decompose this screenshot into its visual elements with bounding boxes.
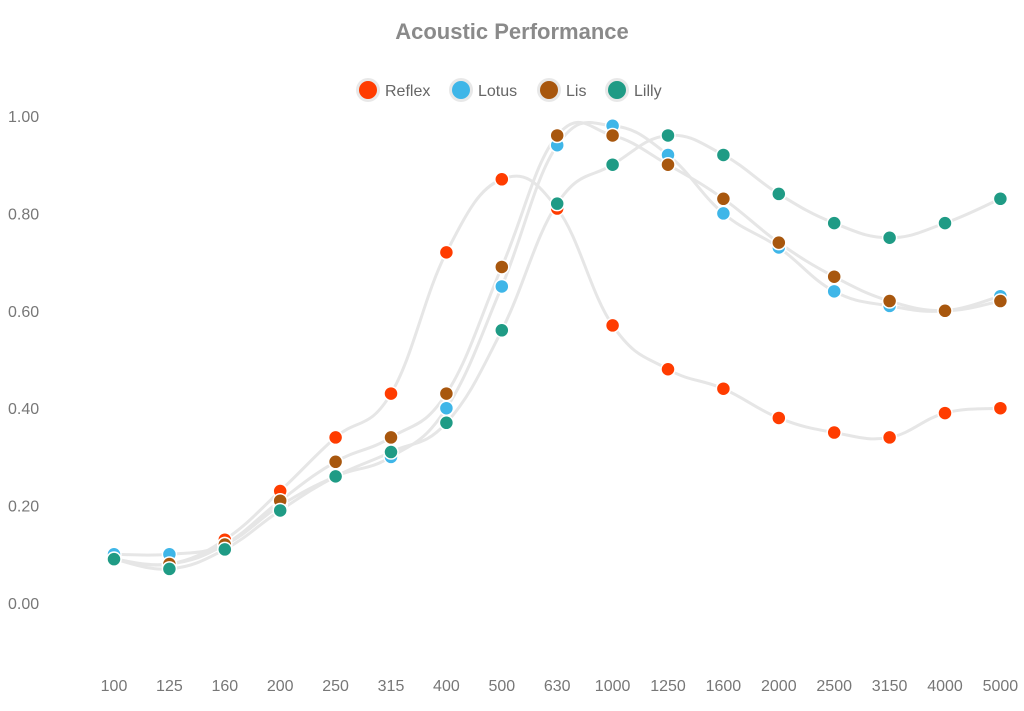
series-points-lilly	[106, 127, 1009, 577]
data-point-reflex[interactable]	[881, 429, 898, 446]
data-point-reflex[interactable]	[660, 361, 676, 377]
data-point-lis[interactable]	[604, 127, 621, 144]
data-point-reflex[interactable]	[604, 317, 621, 334]
x-tick-label: 500	[488, 678, 515, 695]
series-points	[106, 117, 1009, 577]
y-tick-label: 0.40	[8, 401, 39, 418]
y-tick-label: 0.80	[8, 206, 39, 223]
x-tick-label: 2500	[816, 678, 852, 695]
x-tick-label: 2000	[761, 678, 797, 695]
legend-item-reflex[interactable]: Reflex	[356, 78, 430, 102]
y-tick-label: 0.60	[8, 304, 39, 321]
data-point-lilly[interactable]	[438, 415, 455, 431]
y-tick-label: 0.20	[8, 499, 39, 516]
data-point-lilly[interactable]	[161, 561, 178, 577]
data-point-reflex[interactable]	[715, 380, 732, 397]
data-point-lilly[interactable]	[327, 468, 344, 485]
x-tick-label: 5000	[983, 678, 1019, 695]
data-point-lotus[interactable]	[826, 283, 842, 300]
series-points-lis	[106, 127, 1009, 572]
y-tick-label: 1.00	[8, 109, 39, 126]
legend-marker	[608, 81, 626, 99]
legend-item-lis[interactable]: Lis	[537, 78, 586, 102]
data-point-reflex[interactable]	[383, 385, 399, 402]
series-line-lotus	[112, 120, 1002, 557]
data-point-reflex[interactable]	[826, 424, 842, 441]
x-tick-label: 100	[101, 678, 128, 695]
y-tick-label: 0.00	[8, 596, 39, 613]
data-point-lilly[interactable]	[881, 230, 898, 246]
series-line-lis	[112, 120, 1002, 567]
x-tick-label: 200	[267, 678, 294, 695]
x-tick-label: 630	[544, 678, 571, 695]
x-tick-label: 1000	[595, 678, 631, 695]
data-point-lilly[interactable]	[771, 186, 787, 202]
x-tick-label: 160	[211, 678, 238, 695]
data-point-lis[interactable]	[438, 385, 455, 402]
data-point-lilly[interactable]	[106, 551, 122, 567]
data-point-lilly[interactable]	[715, 147, 732, 163]
series-lines	[112, 120, 1002, 571]
data-point-lis[interactable]	[494, 259, 510, 275]
data-point-reflex[interactable]	[771, 410, 787, 426]
y-axis-tick-labels: 0.00 0.20 0.40 0.60 0.80 1.00	[8, 109, 39, 613]
data-point-reflex[interactable]	[937, 405, 953, 421]
x-tick-label: 125	[156, 678, 183, 695]
x-tick-label: 1250	[650, 678, 686, 695]
legend-marker	[359, 81, 377, 99]
data-point-lilly[interactable]	[494, 322, 510, 339]
legend: Reflex Lotus Lis Lilly	[356, 78, 662, 102]
data-point-lis[interactable]	[327, 454, 344, 470]
data-point-lis[interactable]	[826, 268, 842, 285]
x-tick-label: 250	[322, 678, 349, 695]
x-tick-label: 1600	[706, 678, 742, 695]
x-tick-label: 3150	[872, 678, 908, 695]
series-points-reflex	[106, 171, 1009, 572]
x-tick-label: 4000	[927, 678, 963, 695]
data-point-lilly[interactable]	[826, 215, 842, 231]
data-point-lis[interactable]	[992, 293, 1009, 309]
chart-title: Acoustic Performance	[395, 19, 629, 44]
data-point-lis[interactable]	[771, 234, 787, 251]
data-point-lis[interactable]	[660, 156, 676, 173]
data-point-reflex[interactable]	[438, 244, 455, 261]
data-point-lilly[interactable]	[937, 215, 953, 231]
data-point-lilly[interactable]	[272, 502, 288, 519]
data-point-reflex[interactable]	[992, 400, 1009, 416]
data-point-lilly[interactable]	[217, 541, 233, 558]
data-point-lotus[interactable]	[494, 278, 510, 295]
data-point-lilly[interactable]	[992, 191, 1009, 207]
series-points-lotus	[106, 117, 1009, 563]
data-point-reflex[interactable]	[327, 429, 344, 446]
x-tick-label: 400	[433, 678, 460, 695]
legend-label: Reflex	[385, 83, 430, 100]
data-point-lis[interactable]	[549, 127, 565, 144]
legend-label: Lilly	[634, 83, 662, 100]
legend-item-lotus[interactable]: Lotus	[449, 78, 517, 102]
data-point-lotus[interactable]	[438, 400, 455, 416]
x-tick-label: 315	[378, 678, 405, 695]
data-point-reflex[interactable]	[494, 171, 510, 188]
legend-marker	[540, 81, 558, 99]
data-point-lilly[interactable]	[604, 156, 621, 173]
data-point-lis[interactable]	[937, 303, 953, 319]
data-point-lilly[interactable]	[549, 195, 565, 212]
data-point-lis[interactable]	[881, 293, 898, 309]
data-point-lis[interactable]	[383, 429, 399, 446]
legend-label: Lotus	[478, 83, 517, 100]
data-point-lis[interactable]	[715, 191, 732, 207]
data-point-lilly[interactable]	[383, 444, 399, 460]
legend-marker	[452, 81, 470, 99]
x-axis-tick-labels: 100 125 160 200 250 315 400 500 630 1000 1250 1600 2…	[101, 678, 1019, 695]
data-point-lotus[interactable]	[715, 205, 732, 222]
data-point-lilly[interactable]	[660, 127, 676, 144]
legend-item-lilly[interactable]: Lilly	[605, 78, 662, 102]
legend-label: Lis	[566, 83, 586, 100]
